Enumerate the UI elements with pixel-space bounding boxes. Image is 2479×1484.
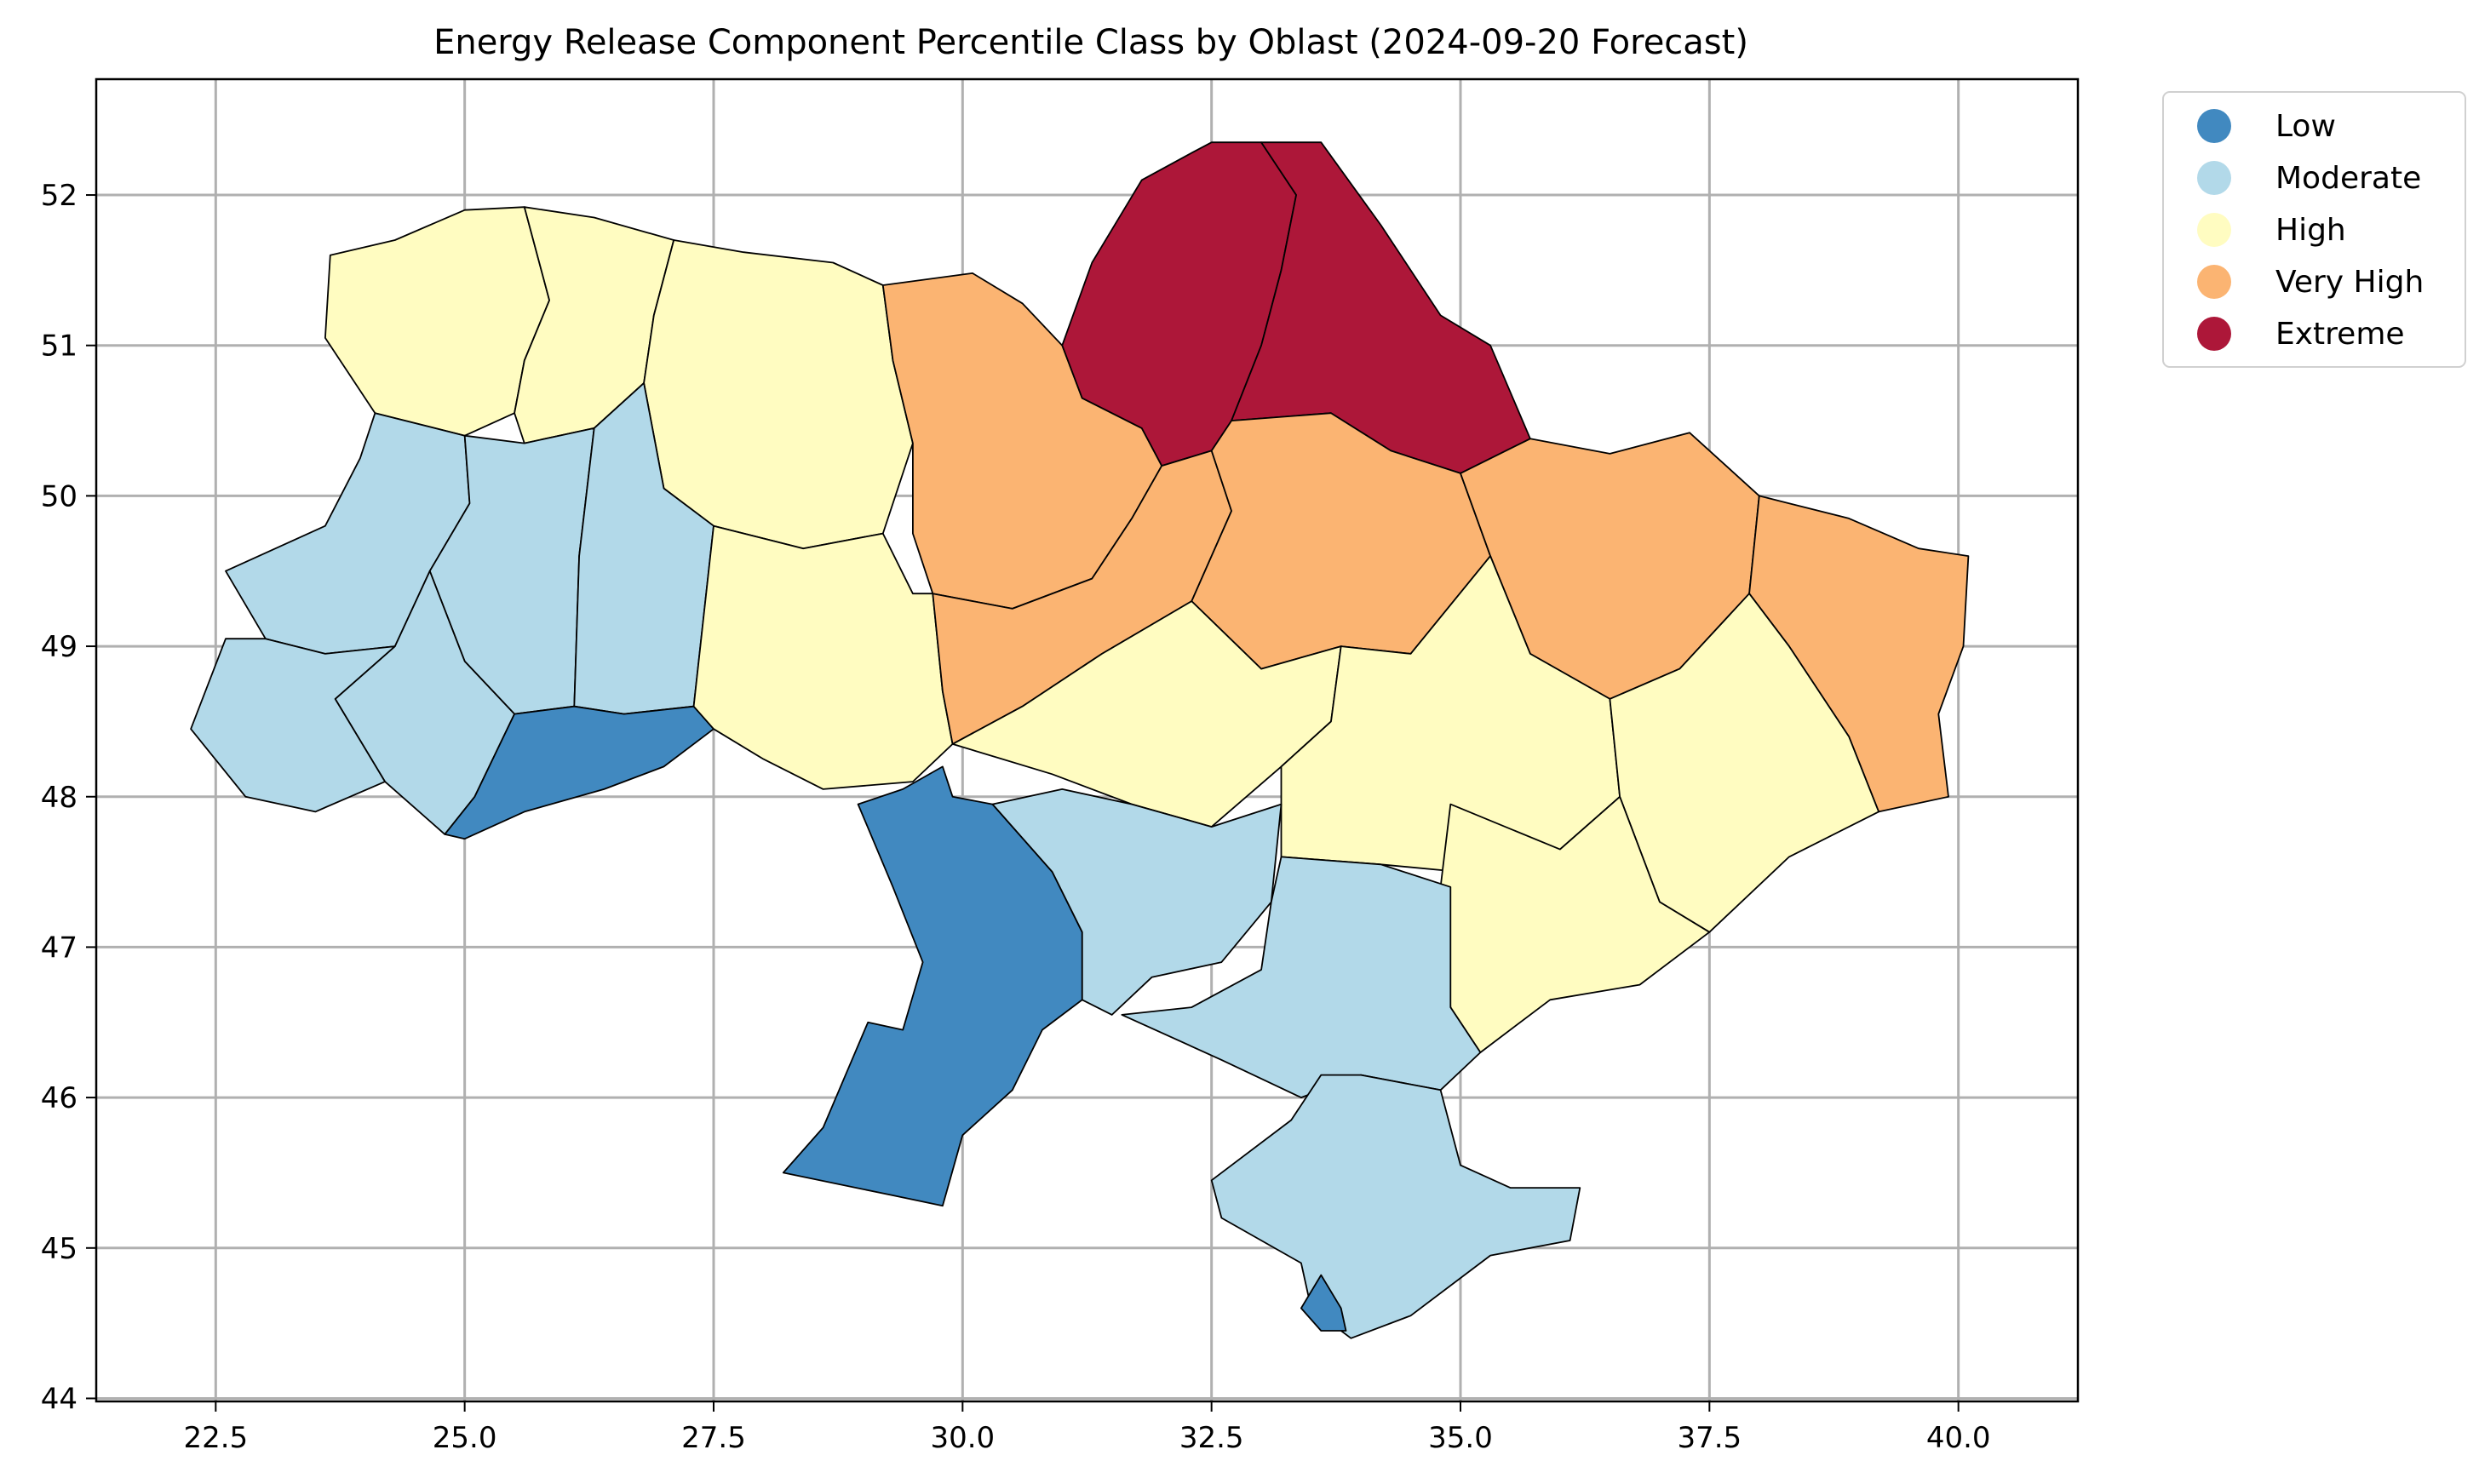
oblast-odesa [782, 765, 1083, 1207]
x-tick-label: 32.5 [1179, 1421, 1244, 1455]
y-tick-label: 45 [41, 1232, 77, 1266]
y-tick-label: 47 [41, 931, 77, 965]
x-tick-label: 35.0 [1428, 1421, 1493, 1455]
y-tick-label: 48 [41, 781, 77, 815]
oblast-layer [190, 141, 1970, 1339]
y-tick-label: 49 [41, 630, 77, 664]
oblast-vinnytsia [692, 524, 954, 790]
legend-label: Extreme [2275, 317, 2405, 352]
x-tick-label: 37.5 [1677, 1421, 1742, 1455]
legend-marker [2197, 317, 2231, 351]
map-title: Energy Release Component Percentile Clas… [433, 23, 1748, 62]
y-tick-label: 44 [41, 1382, 77, 1416]
x-tick-label: 40.0 [1926, 1421, 1991, 1455]
legend-label: Moderate [2275, 161, 2421, 196]
oblast-crimea [1210, 1074, 1581, 1339]
x-tick-label: 27.5 [681, 1421, 746, 1455]
legend-marker [2197, 265, 2231, 299]
legend-label: High [2275, 213, 2346, 248]
y-tick-label: 52 [41, 179, 77, 213]
legend-box [2162, 91, 2466, 368]
legend-marker [2197, 161, 2231, 195]
plot-frame [95, 77, 2080, 1403]
legend-marker [2197, 109, 2231, 143]
y-axis: 44 45 46 47 48 49 50 51 52 [41, 179, 96, 1416]
x-axis: 22.5 25.0 27.5 30.0 32.5 35.0 37.5 40.0 [183, 1401, 1991, 1455]
legend-label: Low [2275, 109, 2336, 144]
legend: Low Moderate High Very High Extreme [2162, 91, 2466, 368]
legend-marker [2197, 213, 2231, 247]
oblast-zakarpattia [190, 638, 396, 813]
y-tick-label: 51 [41, 329, 77, 364]
oblast-sevastopol [1300, 1274, 1347, 1332]
y-tick-label: 50 [41, 479, 77, 513]
x-tick-label: 22.5 [183, 1421, 248, 1455]
oblast-zhytomyr [643, 239, 914, 550]
x-tick-label: 30.0 [930, 1421, 995, 1455]
legend-label: Very High [2275, 265, 2424, 300]
y-tick-label: 46 [41, 1081, 77, 1115]
x-tick-label: 25.0 [433, 1421, 497, 1455]
